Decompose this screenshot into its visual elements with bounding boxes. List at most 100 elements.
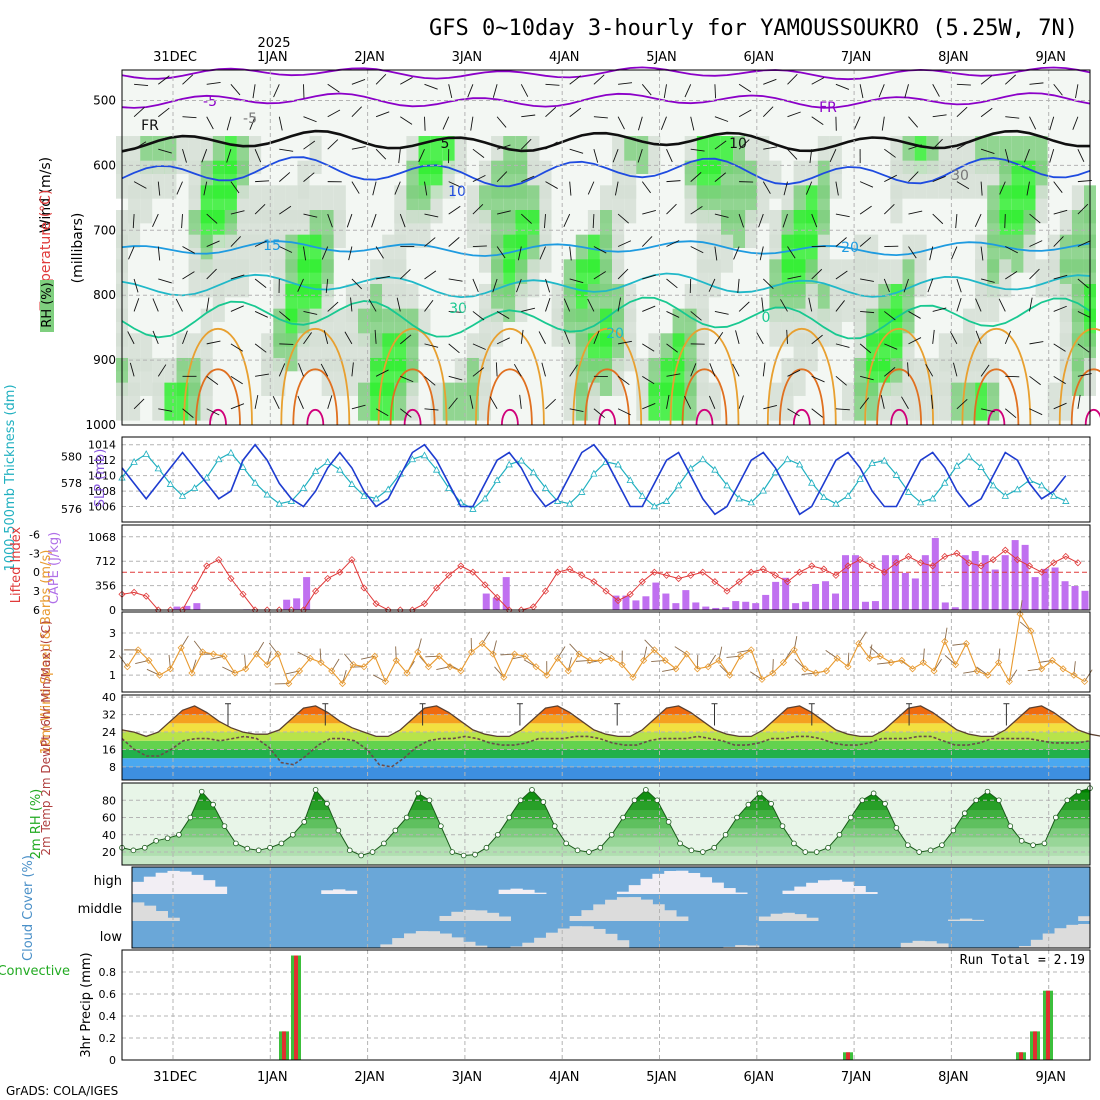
slp-tick: 1014 <box>88 439 116 452</box>
rh-patch <box>273 357 286 396</box>
lifted-index-marker <box>420 600 429 608</box>
cape-tick: 1068 <box>88 531 116 544</box>
rh-patch <box>527 259 540 298</box>
wind10-marker <box>650 646 658 654</box>
thickness-marker <box>336 465 344 473</box>
bottom-day-labels: 31DEC 1JAN 2JAN 3JAN 4JAN 5JAN 6JAN 7JAN 8JAN 9JA… <box>153 1070 1066 1085</box>
rh-patch <box>769 382 782 421</box>
rh-marker <box>244 845 251 852</box>
wind-barb <box>351 362 354 377</box>
wind-barb <box>835 270 848 280</box>
wind-barb <box>375 246 384 259</box>
wind-barb <box>735 330 740 344</box>
wind10-marker <box>607 654 615 662</box>
rh-tick: 20 <box>102 846 116 859</box>
cloud-gap <box>782 890 795 894</box>
cloud-frame <box>131 866 1091 949</box>
cloud-gap <box>806 882 819 894</box>
wind-barb <box>152 330 159 345</box>
wind-barb <box>569 148 584 154</box>
wind10-marker <box>306 654 314 662</box>
precip-convective-bar <box>846 1052 850 1060</box>
cloud-gap <box>924 941 937 948</box>
wind-barb <box>303 116 317 123</box>
wind10-marker <box>833 654 841 662</box>
cloud-gap <box>1078 916 1091 921</box>
thickness-marker <box>650 502 659 510</box>
cloud-gap <box>167 870 180 894</box>
wind10-marker <box>726 671 734 679</box>
wind-barb <box>835 408 850 411</box>
rh-patch <box>878 382 891 421</box>
rh-marker <box>768 800 774 807</box>
wind10-marker <box>962 640 970 648</box>
rh-marker <box>495 831 501 838</box>
contour-label: 20 <box>606 326 624 342</box>
cape-bar <box>802 601 810 610</box>
wind-barb <box>1053 305 1067 312</box>
wind-barb <box>448 237 460 247</box>
rh-marker <box>677 840 683 847</box>
cloud-gap <box>132 881 145 894</box>
wind10-marker <box>360 663 368 671</box>
wind-barb <box>489 396 498 410</box>
wind-barb <box>400 116 413 125</box>
wind-barb <box>569 107 582 118</box>
wind10-marker <box>597 656 605 664</box>
wind10-marker <box>145 656 153 664</box>
wind-barb <box>787 246 796 259</box>
wind-barb <box>448 375 463 381</box>
rh-patch <box>963 160 975 199</box>
thickness-marker <box>348 480 356 487</box>
rh-marker <box>574 847 581 854</box>
wind-barb <box>132 214 135 229</box>
thickness-marker <box>372 494 380 502</box>
wind-barb <box>811 77 825 85</box>
wind-barb <box>787 408 800 417</box>
cloud-gap <box>1078 923 1091 948</box>
wind-barb <box>684 84 692 98</box>
wind10-marker <box>747 646 755 654</box>
wind-barb <box>932 175 946 183</box>
temperature-line <box>121 705 1100 738</box>
rh-marker <box>1007 823 1014 829</box>
wind-barb <box>860 278 874 282</box>
temperature-contour <box>403 408 422 426</box>
cape-bar <box>732 601 740 610</box>
rh-marker <box>904 842 911 848</box>
rh-patch <box>249 136 262 175</box>
wind-barb <box>203 181 208 196</box>
wind-barb <box>901 396 909 410</box>
day-label: 2JAN <box>354 50 385 65</box>
temperature-contour <box>778 368 825 426</box>
lifted-index-marker <box>796 568 804 576</box>
lifted-index-marker <box>445 571 453 579</box>
lifted-index-marker <box>771 571 779 579</box>
wind-barb <box>783 181 788 196</box>
thickness-axis-label: 1000-500mb Thickness (dm) <box>3 384 18 571</box>
lifted-index-marker <box>977 562 985 570</box>
wind-barb <box>811 375 825 383</box>
cloud-gap <box>534 892 547 894</box>
cape-bar <box>961 555 969 610</box>
cape-bar <box>851 555 859 610</box>
wind-barb <box>587 181 595 195</box>
rh-marker <box>688 847 695 854</box>
thickness-marker <box>227 448 235 456</box>
wind-barb <box>564 330 571 345</box>
rh-marker <box>996 797 1002 804</box>
wind-barb <box>1004 214 1006 229</box>
wind-barb <box>1029 213 1041 224</box>
cape-bar <box>283 599 291 610</box>
cloud-gap <box>143 905 157 921</box>
wind-barb <box>472 311 485 321</box>
wind10-marker <box>930 667 938 675</box>
wind-tick: 1 <box>109 669 116 682</box>
rh-marker <box>711 844 717 851</box>
rh-patch <box>430 185 443 224</box>
cloud-gap <box>841 881 854 894</box>
wind-barb <box>690 172 702 182</box>
wind10-marker <box>414 648 422 656</box>
contour-label: 30 <box>951 168 969 184</box>
rh-marker <box>836 831 843 838</box>
